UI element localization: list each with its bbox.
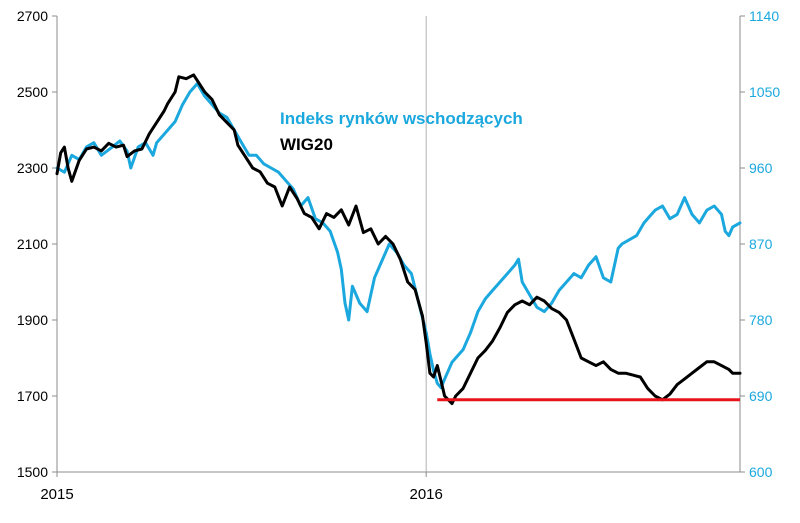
right-tick-label: 1140 xyxy=(749,8,779,24)
left-tick-label: 2700 xyxy=(17,8,48,24)
left-tick-label: 1700 xyxy=(17,388,48,404)
series-line-wig20 xyxy=(55,73,742,406)
left-tick-label: 1900 xyxy=(17,312,48,328)
left-tick-label: 2500 xyxy=(17,84,48,100)
left-tick-label: 2300 xyxy=(17,160,48,176)
x-tick-label: 2015 xyxy=(40,486,73,503)
left-tick-label: 1500 xyxy=(17,464,48,480)
right-tick-label: 600 xyxy=(749,464,773,480)
series-layer xyxy=(55,73,742,406)
left-tick-label: 2100 xyxy=(17,236,48,252)
legend: Indeks rynków wschodzących WIG20 xyxy=(280,109,523,154)
right-tick-label: 960 xyxy=(749,160,773,176)
right-tick-label: 870 xyxy=(749,236,773,252)
right-tick-label: 780 xyxy=(749,312,773,328)
right-tick-label: 1050 xyxy=(749,84,780,100)
legend-entry-emerging-markets: Indeks rynków wschodzących xyxy=(280,109,523,128)
legend-entry-wig20: WIG20 xyxy=(280,135,333,154)
right-tick-label: 690 xyxy=(749,388,773,404)
x-tick-label: 2016 xyxy=(410,486,443,503)
axes-layer: 1500 1700 1900 2100 2300 2500 2700 600 690 780 870… xyxy=(17,8,781,503)
